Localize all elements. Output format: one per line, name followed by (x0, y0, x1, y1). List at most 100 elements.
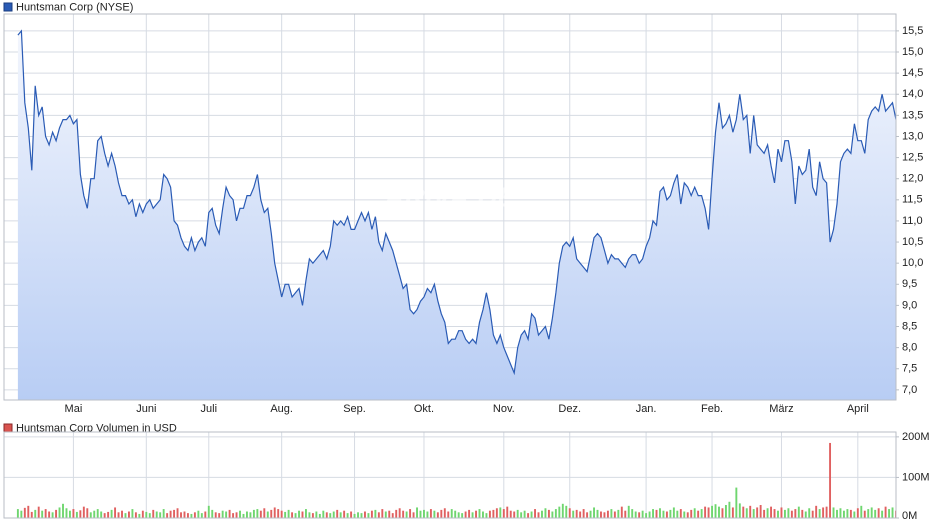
volume-bar (124, 513, 127, 518)
volume-bar (305, 509, 307, 518)
volume-bar (55, 509, 58, 518)
volume-bar (478, 509, 481, 518)
volume-bar (811, 510, 814, 518)
volume-bar (364, 511, 366, 518)
volume-bar (485, 513, 488, 518)
volume-bar (454, 510, 457, 518)
y-tick-label: 14,5 (902, 67, 923, 79)
volume-bar (600, 511, 602, 518)
x-tick-label: Jan. (636, 403, 657, 415)
volume-bar (475, 510, 477, 518)
volume-bar (527, 513, 530, 518)
volume-bar (148, 513, 151, 518)
volume-bar (447, 511, 450, 518)
volume-bar (801, 509, 804, 518)
volume-bar (718, 506, 720, 518)
volume-bar (114, 507, 117, 518)
volume-bar (183, 511, 186, 518)
volume-bar (520, 512, 523, 518)
volume-bar (86, 508, 89, 518)
volume-bar (311, 513, 314, 518)
volume-bar (117, 512, 120, 518)
volume-bar (207, 505, 210, 518)
volume-bar (75, 511, 78, 518)
legend-label: Huntsman Corp (NYSE) (16, 1, 133, 13)
volume-bar (82, 506, 85, 518)
y-tick-label: 12,0 (902, 173, 923, 185)
volume-bar (728, 501, 731, 518)
volume-bar (193, 512, 196, 518)
y-tick-label: 11,0 (902, 215, 923, 227)
volume-bar (176, 508, 179, 518)
volume-bar (155, 511, 158, 518)
volume-bar (509, 510, 512, 518)
volume-bar (884, 506, 887, 518)
volume-bar (561, 503, 564, 518)
y-tick-label: 200M (902, 431, 930, 443)
volume-bar (516, 509, 519, 518)
volume-bar (44, 509, 47, 518)
plot-frame (3, 13, 897, 401)
volume-bar (572, 510, 575, 518)
volume-bar (266, 511, 269, 518)
y-tick-label: 10,0 (902, 257, 923, 269)
volume-bar (367, 513, 370, 518)
volume-bar (457, 512, 460, 518)
volume-bar (322, 510, 325, 518)
legend-swatch (3, 2, 13, 12)
volume-bar (756, 507, 759, 518)
volume-bar (638, 512, 641, 518)
y-tick-label: 8,5 (902, 320, 917, 332)
volume-bar (141, 510, 144, 518)
volume-bar (617, 509, 620, 518)
volume-bar (721, 508, 724, 518)
volume-bar (683, 511, 686, 518)
volume-bar (603, 512, 606, 518)
volume-bar (707, 507, 710, 518)
volume-bar (502, 509, 505, 518)
volume-bar (138, 513, 141, 518)
volume-bar (541, 510, 543, 518)
volume-bar (693, 508, 696, 518)
volume-bar (398, 508, 401, 518)
volume-bar (211, 509, 214, 518)
volume-bar (259, 510, 262, 518)
volume-bar (818, 509, 821, 518)
y-tick-label: 13,0 (902, 130, 923, 142)
volume-bar (482, 511, 484, 518)
volume-bar (790, 510, 793, 518)
price-line (17, 29, 896, 376)
volume-bar (228, 509, 231, 518)
volume-bar (51, 512, 54, 518)
volume-bar (745, 508, 748, 518)
volume-bar (714, 504, 717, 518)
price-panel: 7,0 7,5 8,0 8,5 9,0 9,5 10,0 10,5 11,0 11,5 12,0 12… (3, 13, 923, 415)
volume-bar (645, 513, 648, 518)
volume-bar (72, 509, 75, 518)
volume-bar (749, 505, 752, 518)
volume-bar (766, 508, 769, 518)
volume-bar (853, 511, 856, 518)
volume-bar (377, 512, 380, 518)
volume-bar (724, 505, 727, 518)
volume-bar (443, 508, 446, 518)
y-tick-label: 15,5 (902, 25, 923, 37)
volume-bar (849, 509, 852, 518)
volume-bar (471, 512, 474, 518)
volume-bar (221, 510, 224, 518)
volume-bar (613, 511, 616, 518)
volume-bar (79, 510, 82, 518)
volume-bar (891, 507, 894, 518)
volume-bar (648, 511, 651, 518)
volume-bar (731, 507, 734, 518)
volume-bar (537, 512, 540, 518)
volume-bar (186, 513, 189, 518)
volume-bar (711, 505, 714, 518)
volume-bar (690, 509, 693, 518)
y-tick-label: 100M (902, 471, 930, 483)
volume-bar (409, 509, 412, 518)
volume-bar (877, 508, 880, 518)
volume-bar (593, 507, 595, 518)
plot-background (4, 432, 896, 518)
area-fill (17, 30, 896, 400)
